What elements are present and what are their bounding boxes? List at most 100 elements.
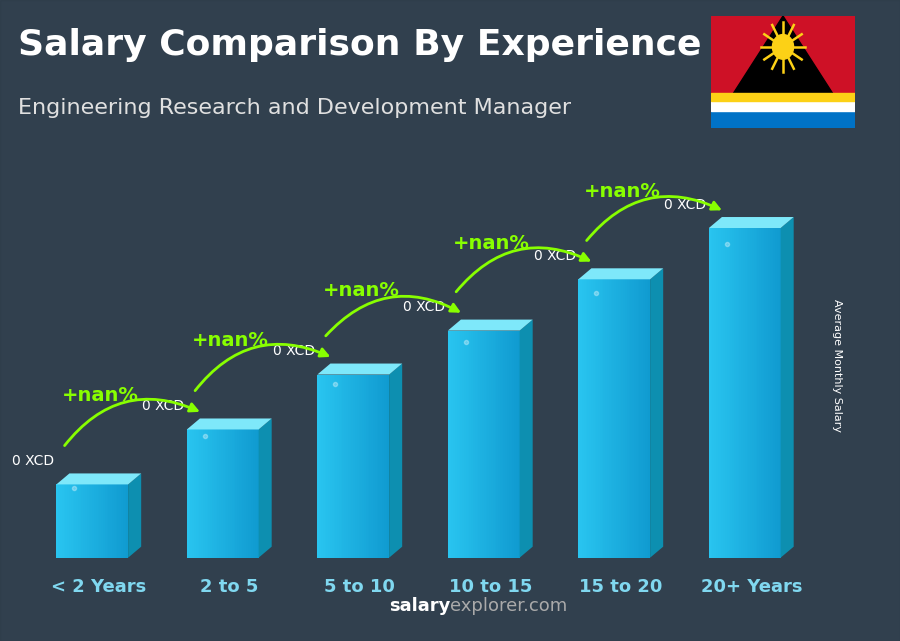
Bar: [609, 279, 611, 558]
Bar: [582, 279, 584, 558]
Bar: [369, 374, 372, 558]
Bar: [194, 429, 196, 558]
Bar: [777, 228, 779, 558]
Text: 5 to 10: 5 to 10: [324, 578, 395, 596]
Bar: [66, 485, 68, 558]
Bar: [731, 228, 733, 558]
Polygon shape: [258, 419, 272, 558]
Bar: [479, 331, 481, 558]
Bar: [459, 331, 461, 558]
Bar: [500, 331, 502, 558]
Bar: [579, 279, 580, 558]
Bar: [75, 485, 76, 558]
Bar: [121, 485, 123, 558]
Bar: [600, 279, 602, 558]
Bar: [327, 374, 328, 558]
Polygon shape: [579, 269, 663, 279]
Bar: [110, 485, 112, 558]
Bar: [505, 331, 508, 558]
Bar: [339, 374, 341, 558]
Bar: [348, 374, 350, 558]
Bar: [256, 429, 259, 558]
Bar: [740, 228, 742, 558]
Bar: [738, 228, 740, 558]
Bar: [461, 331, 463, 558]
Bar: [103, 485, 105, 558]
Bar: [590, 279, 591, 558]
Bar: [237, 429, 239, 558]
Bar: [457, 331, 459, 558]
Bar: [743, 228, 745, 558]
Bar: [376, 374, 379, 558]
Bar: [508, 331, 511, 558]
Bar: [748, 228, 751, 558]
Bar: [230, 429, 232, 558]
Bar: [463, 331, 464, 558]
Bar: [711, 101, 855, 112]
Bar: [753, 228, 756, 558]
Bar: [244, 429, 247, 558]
Bar: [221, 429, 223, 558]
Bar: [382, 374, 384, 558]
Bar: [617, 279, 620, 558]
Bar: [364, 374, 366, 558]
Bar: [248, 429, 250, 558]
Bar: [733, 228, 734, 558]
Bar: [586, 279, 588, 558]
Bar: [62, 485, 64, 558]
Bar: [358, 374, 361, 558]
Bar: [498, 331, 500, 558]
Bar: [584, 279, 586, 558]
Bar: [611, 279, 613, 558]
Bar: [189, 429, 191, 558]
Bar: [643, 279, 645, 558]
Bar: [334, 374, 336, 558]
Bar: [385, 374, 388, 558]
Bar: [602, 279, 604, 558]
Bar: [255, 429, 257, 558]
Bar: [69, 485, 71, 558]
Bar: [89, 485, 91, 558]
Bar: [207, 429, 209, 558]
Text: 15 to 20: 15 to 20: [579, 578, 662, 596]
Bar: [196, 429, 198, 558]
Polygon shape: [709, 217, 794, 228]
Polygon shape: [318, 363, 402, 374]
Bar: [773, 228, 776, 558]
Bar: [711, 228, 713, 558]
Bar: [450, 331, 452, 558]
Bar: [371, 374, 373, 558]
Bar: [58, 485, 60, 558]
Bar: [734, 228, 736, 558]
Bar: [482, 331, 484, 558]
Bar: [320, 374, 321, 558]
Bar: [616, 279, 618, 558]
Bar: [487, 331, 490, 558]
Bar: [597, 279, 598, 558]
Text: +nan%: +nan%: [583, 183, 661, 201]
Bar: [106, 485, 109, 558]
Bar: [598, 279, 600, 558]
Bar: [489, 331, 491, 558]
Bar: [205, 429, 207, 558]
Bar: [477, 331, 479, 558]
Polygon shape: [187, 419, 272, 429]
Bar: [711, 93, 855, 101]
Text: +nan%: +nan%: [322, 281, 400, 301]
Bar: [448, 331, 450, 558]
Bar: [621, 279, 624, 558]
Bar: [122, 485, 125, 558]
Bar: [766, 228, 769, 558]
Bar: [507, 331, 509, 558]
Bar: [95, 485, 98, 558]
Bar: [191, 429, 193, 558]
Bar: [350, 374, 352, 558]
Bar: [742, 228, 743, 558]
Bar: [492, 331, 495, 558]
Bar: [216, 429, 218, 558]
Bar: [60, 485, 62, 558]
Polygon shape: [711, 16, 855, 128]
Text: Salary Comparison By Experience: Salary Comparison By Experience: [18, 28, 701, 62]
Bar: [718, 228, 720, 558]
Bar: [760, 228, 763, 558]
